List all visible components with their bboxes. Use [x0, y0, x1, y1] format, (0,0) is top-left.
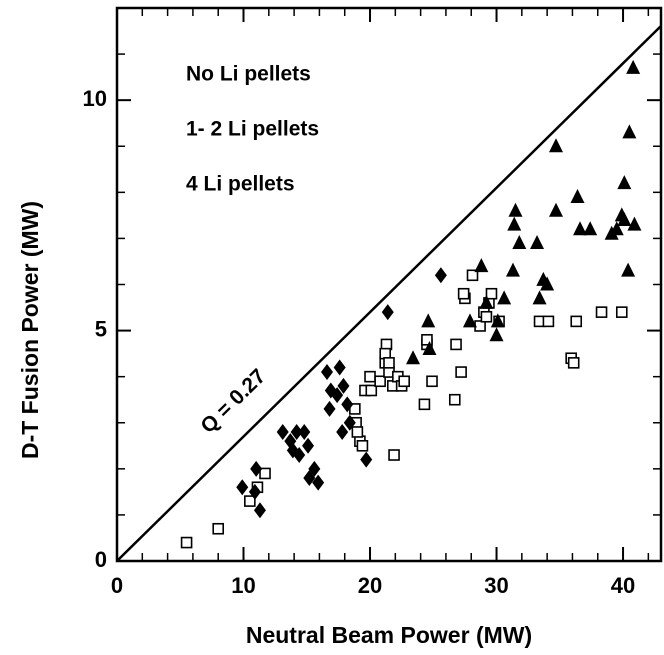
data-point: [248, 483, 261, 500]
data-point: [364, 370, 376, 383]
data-point: [341, 396, 354, 413]
data-point: [312, 474, 325, 491]
data-point: [626, 59, 641, 74]
data-point: [259, 467, 271, 480]
data-point: [434, 267, 447, 284]
data-point: [343, 414, 356, 431]
data-point: [570, 315, 583, 328]
data-point: [302, 437, 315, 454]
data-point: [532, 290, 547, 305]
data-point: [604, 225, 619, 240]
data-point: [595, 306, 608, 318]
data-point: [406, 350, 421, 365]
data-point: [508, 202, 523, 217]
data-point: [418, 398, 431, 411]
data-point: [448, 393, 461, 406]
data-point: [621, 262, 636, 277]
data-point: [365, 384, 378, 397]
x-tick-label: 0: [111, 573, 123, 598]
data-point: [567, 357, 580, 369]
data-point: [548, 138, 563, 153]
data-point: [573, 221, 588, 236]
data-point: [505, 262, 520, 277]
reference-line: [116, 25, 662, 562]
data-point: [336, 423, 349, 440]
data-point: [349, 403, 361, 415]
data-point: [497, 290, 512, 305]
data-point: [180, 536, 193, 549]
data-point: [507, 216, 522, 231]
data-point: [331, 387, 344, 404]
y-tick-label: 5: [95, 316, 107, 341]
x-tick-label: 20: [358, 573, 382, 598]
data-point: [323, 400, 336, 417]
x-axis-label: Neutral Beam Power (MW): [246, 622, 532, 648]
data-point: [455, 366, 467, 378]
data-point: [548, 202, 563, 217]
data-point: [617, 175, 632, 190]
data-point: [480, 310, 493, 323]
data-point: [308, 460, 321, 477]
data-point: [627, 216, 642, 231]
y-tick-label: 10: [83, 86, 107, 111]
data-point: [421, 333, 433, 346]
data-point: [540, 276, 555, 291]
data-point: [466, 269, 479, 282]
data-point: [298, 423, 311, 440]
y-axis-label: D-T Fusion Power (MW): [17, 201, 43, 459]
data-point: [462, 313, 477, 328]
reference-line-label: Q = 0.27: [196, 365, 270, 438]
data-point: [398, 375, 410, 388]
data-point: [485, 287, 498, 300]
plot-frame: [115, 6, 663, 563]
data-point: [276, 423, 289, 440]
x-tick-label: 30: [484, 573, 508, 598]
data-point: [337, 377, 350, 394]
legend-label: 1- 2 Li pellets: [186, 118, 319, 141]
y-tick-label: 0: [95, 547, 107, 572]
data-point: [212, 522, 225, 535]
data-point: [490, 313, 505, 328]
data-point: [426, 375, 438, 388]
data-point: [293, 447, 306, 464]
data-point: [253, 502, 266, 519]
data-point: [457, 287, 470, 300]
data-point: [615, 306, 628, 318]
data-point: [542, 315, 555, 328]
data-point: [570, 188, 585, 203]
x-tick-label: 40: [611, 573, 635, 598]
data-point: [512, 235, 527, 250]
data-point: [290, 423, 303, 440]
data-point: [360, 451, 373, 468]
data-point: [421, 313, 436, 328]
data-point: [422, 341, 437, 356]
data-point: [381, 304, 394, 321]
data-point: [351, 426, 364, 438]
data-point: [236, 479, 249, 496]
x-tick-label: 10: [231, 573, 255, 598]
data-point: [356, 439, 369, 452]
data-point: [333, 359, 346, 376]
data-point: [530, 235, 545, 250]
data-point: [622, 124, 637, 139]
data-point: [479, 294, 494, 309]
data-point: [321, 364, 334, 381]
data-point: [450, 338, 462, 351]
legend-label: No Li pellets: [186, 63, 311, 86]
data-point: [583, 221, 598, 236]
data-point: [617, 211, 632, 226]
data-point: [383, 357, 395, 369]
data-point: [374, 375, 386, 388]
legend-label: 4 Li pellets: [186, 173, 295, 196]
data-point: [250, 460, 263, 477]
data-point: [474, 258, 489, 273]
data-point: [388, 449, 400, 461]
data-point: [244, 495, 256, 507]
data-point: [489, 327, 504, 342]
